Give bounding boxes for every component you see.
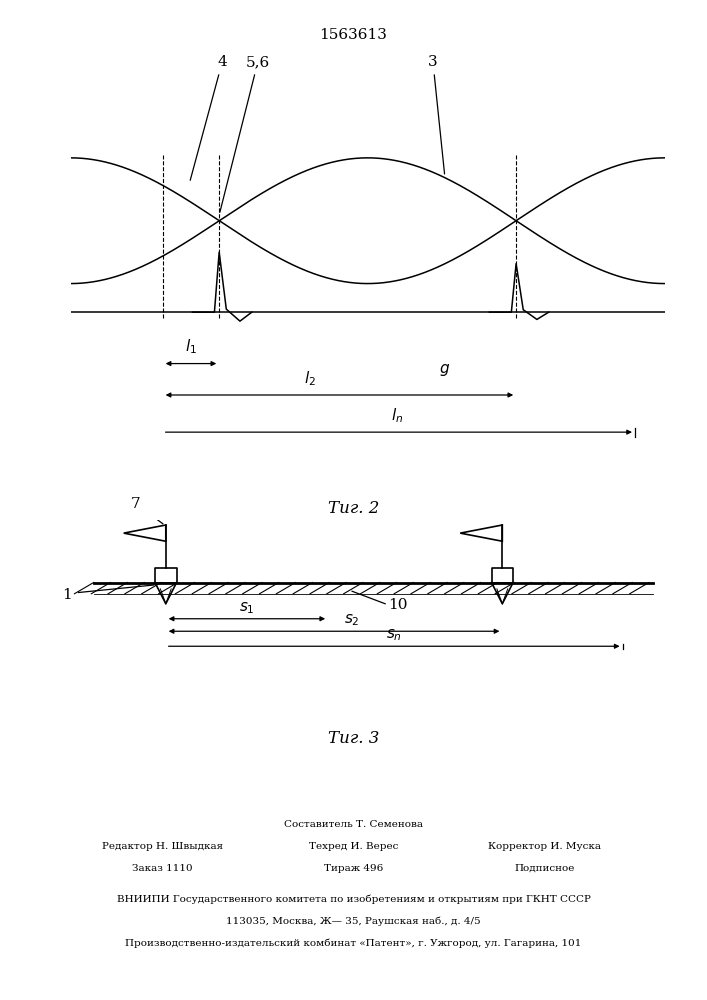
Text: Подписное: Подписное xyxy=(514,864,575,873)
Text: Редактор Н. Швыдкая: Редактор Н. Швыдкая xyxy=(102,842,223,851)
Text: Τиг. 3: Τиг. 3 xyxy=(328,730,379,747)
Text: $l_1$: $l_1$ xyxy=(185,337,197,356)
Text: $l_n$: $l_n$ xyxy=(391,406,404,425)
Text: 113035, Москва, Ж— 35, Раушская наб., д. 4/5: 113035, Москва, Ж— 35, Раушская наб., д.… xyxy=(226,916,481,926)
Text: 3: 3 xyxy=(428,55,445,174)
Text: 7: 7 xyxy=(131,497,141,511)
Text: $s_n$: $s_n$ xyxy=(386,627,402,643)
Text: $l_2$: $l_2$ xyxy=(304,369,316,388)
Text: 1: 1 xyxy=(62,588,71,602)
Text: 10: 10 xyxy=(388,598,408,612)
Text: $s_1$: $s_1$ xyxy=(239,600,255,615)
Text: ВНИИПИ Государственного комитета по изобретениям и открытиям при ГКНТ СССР: ВНИИПИ Государственного комитета по изоб… xyxy=(117,894,590,904)
Text: 4: 4 xyxy=(190,55,227,180)
Text: Производственно-издательский комбинат «Патент», г. Ужгород, ул. Гагарина, 101: Производственно-издательский комбинат «П… xyxy=(125,938,582,948)
Text: Заказ 1110: Заказ 1110 xyxy=(132,864,193,873)
Text: 1563613: 1563613 xyxy=(320,28,387,42)
Text: Техред И. Верес: Техред И. Верес xyxy=(309,842,398,851)
Text: Τиг. 2: Τиг. 2 xyxy=(328,500,379,517)
Text: Составитель Т. Семенова: Составитель Т. Семенова xyxy=(284,820,423,829)
Text: Тираж 496: Тираж 496 xyxy=(324,864,383,873)
Text: $g$: $g$ xyxy=(439,362,450,378)
Text: 5,6: 5,6 xyxy=(220,55,270,212)
Text: Корректор И. Муска: Корректор И. Муска xyxy=(488,842,601,851)
Text: $s_2$: $s_2$ xyxy=(344,612,360,628)
